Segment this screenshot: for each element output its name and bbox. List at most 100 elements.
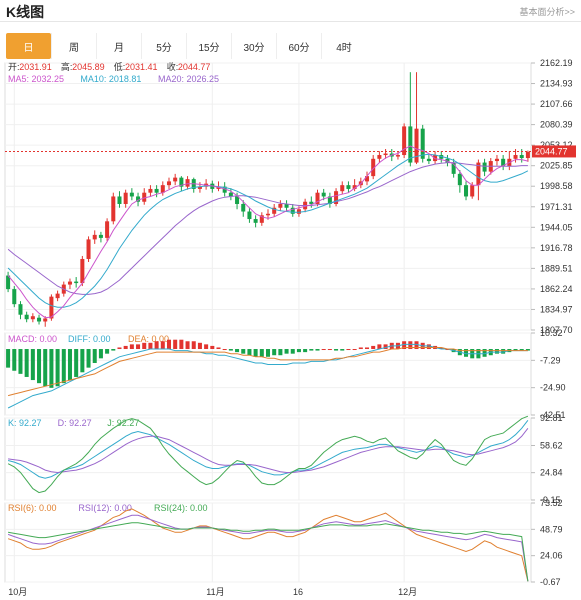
macd-bar xyxy=(513,349,518,351)
y-tick-label: 1916.78 xyxy=(540,243,573,253)
dif-line xyxy=(7,343,528,409)
macd-bar xyxy=(253,349,258,357)
macd-bar xyxy=(49,349,54,388)
y-tick-label: -9.15 xyxy=(540,495,561,505)
dea-line xyxy=(7,347,528,397)
y-tick-label: 2107.66 xyxy=(540,99,573,109)
candle xyxy=(142,192,147,202)
tab-6[interactable]: 60分 xyxy=(276,33,321,59)
macd-bar xyxy=(519,349,524,351)
y-tick-label: 1834.97 xyxy=(540,304,573,314)
page-title: K线图 xyxy=(6,4,45,20)
macd-bar xyxy=(37,349,42,384)
rsi12-line xyxy=(7,514,529,582)
indicator-label-0: MACD: 0.00 xyxy=(8,334,57,344)
ma-label-2: MA20: 2026.25 xyxy=(158,74,219,84)
y-tick-label: 2025.85 xyxy=(540,161,573,171)
candle xyxy=(12,289,17,305)
candle xyxy=(105,221,110,238)
tab-0[interactable]: 日 xyxy=(6,33,51,59)
y-tick-label: 1889.51 xyxy=(540,263,573,273)
candle xyxy=(519,155,524,159)
candle xyxy=(457,173,462,186)
candle xyxy=(253,219,258,223)
current-price-label: 2044.77 xyxy=(535,146,568,156)
indicator-label-0: K: 92.27 xyxy=(8,418,42,428)
macd-bar xyxy=(321,349,326,351)
macd-bar xyxy=(315,349,320,351)
info-high-label: 高: xyxy=(61,61,73,72)
candle xyxy=(92,234,97,240)
macd-bar xyxy=(284,349,289,354)
rsi24-line xyxy=(8,522,529,582)
candle xyxy=(179,177,184,187)
candle xyxy=(6,275,11,290)
candle xyxy=(265,213,271,216)
macd-bar xyxy=(259,349,264,357)
macd-bar xyxy=(191,341,196,350)
candle xyxy=(340,185,345,192)
candle xyxy=(222,186,227,193)
y-tick-label: 48.79 xyxy=(540,524,563,534)
macd-bar xyxy=(136,344,141,350)
macd-bar xyxy=(278,349,283,356)
candle xyxy=(383,153,388,156)
macd-bar xyxy=(6,349,11,368)
j-line xyxy=(7,415,529,494)
macd-bar xyxy=(352,349,357,351)
macd-bar xyxy=(55,349,60,387)
macd-bar xyxy=(464,349,469,357)
candle xyxy=(37,317,42,322)
tab-4[interactable]: 15分 xyxy=(186,33,231,59)
macd-bar xyxy=(160,341,165,350)
candle xyxy=(98,234,103,238)
macd-bar xyxy=(334,349,339,351)
fundamental-analysis-link[interactable]: 基本面分析>> xyxy=(519,7,575,17)
macd-bar xyxy=(185,341,190,350)
info-close: 2044.77 xyxy=(178,62,211,72)
candle xyxy=(123,192,128,204)
info-open-label: 开: xyxy=(8,62,20,72)
candle xyxy=(309,201,314,204)
info-close-label: 收: xyxy=(167,61,179,72)
rsi6-line xyxy=(7,508,529,582)
macd-bar xyxy=(296,349,301,353)
candle xyxy=(80,258,85,284)
ma-label-0: MA5: 2032.25 xyxy=(8,74,64,84)
macd-bar xyxy=(482,349,487,357)
tab-1[interactable]: 周 xyxy=(51,33,96,59)
tab-5[interactable]: 30分 xyxy=(231,33,276,59)
tab-7[interactable]: 4时 xyxy=(321,33,366,59)
candle xyxy=(402,126,407,156)
macd-bar xyxy=(142,342,147,350)
macd-bar xyxy=(30,349,35,381)
d-line xyxy=(8,427,529,474)
y-tick-label: -0.67 xyxy=(540,577,561,587)
macd-bar xyxy=(18,349,23,374)
macd-bar xyxy=(24,349,29,377)
macd-bar xyxy=(129,344,134,350)
indicator-label-0: RSI(6): 0.00 xyxy=(8,503,57,513)
indicator-label-2: DEA: 0.00 xyxy=(128,334,169,344)
candle xyxy=(433,155,438,162)
macd-bar xyxy=(241,349,246,354)
tab-3[interactable]: 5分 xyxy=(141,33,186,59)
candle xyxy=(408,126,413,163)
macd-bar xyxy=(148,342,153,350)
candle xyxy=(136,196,141,202)
info-low-label: 低: xyxy=(114,61,126,72)
macd-bar xyxy=(327,349,332,351)
indicator-label-2: J: 92.27 xyxy=(107,418,139,428)
macd-bar xyxy=(303,349,308,353)
macd-bar xyxy=(179,339,184,350)
tab-2[interactable]: 月 xyxy=(96,33,141,59)
candle xyxy=(494,158,499,162)
x-tick-label: 12月 xyxy=(398,587,417,597)
y-tick-label: 58.62 xyxy=(540,440,563,450)
macd-bar xyxy=(117,347,122,350)
candle xyxy=(451,162,456,174)
candle xyxy=(197,186,202,189)
candle xyxy=(321,192,326,197)
